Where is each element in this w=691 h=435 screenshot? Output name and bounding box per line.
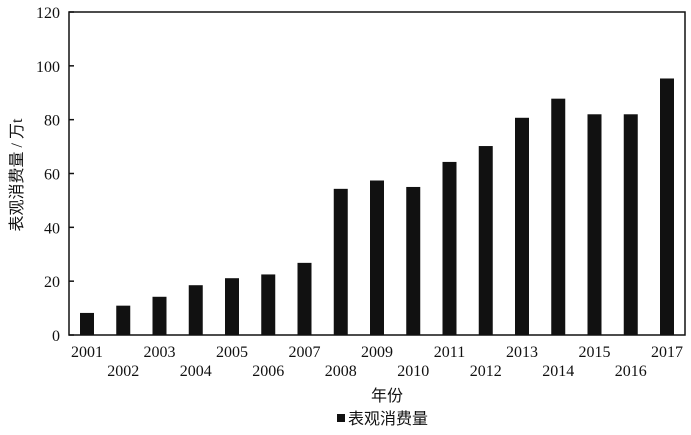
x-tick-label: 2015: [579, 344, 611, 361]
bar-2002: [116, 305, 131, 335]
y-tick-label: 40: [44, 220, 60, 237]
bar-2014: [551, 98, 566, 336]
y-tick-label: 80: [44, 113, 60, 130]
x-tick-label: 2011: [434, 344, 465, 361]
x-tick-label: 2003: [144, 344, 176, 361]
x-tick-label: 2008: [325, 363, 357, 380]
bar-2011: [442, 161, 457, 335]
x-tick-label: 2009: [361, 344, 393, 361]
bar-2015: [587, 114, 602, 336]
bar-2016: [623, 114, 638, 336]
legend-swatch: [337, 414, 345, 422]
y-tick-label: 120: [36, 5, 60, 22]
x-tick-label: 2006: [252, 363, 284, 380]
x-tick-label: 2005: [216, 344, 248, 361]
bar-2003: [152, 296, 167, 335]
bar-2012: [478, 146, 493, 335]
y-axis-label: 表观消费量 / 万t: [8, 118, 26, 231]
x-tick-label: 2010: [397, 363, 429, 380]
x-tick-label: 2012: [470, 363, 502, 380]
bar-2007: [297, 262, 312, 335]
y-tick-label: 60: [44, 167, 60, 184]
bar-2010: [406, 186, 421, 335]
x-tick-label: 2016: [615, 363, 647, 380]
bar-2004: [188, 285, 203, 335]
bar-2006: [261, 274, 276, 335]
y-tick-label: 20: [44, 274, 60, 291]
x-axis-label: 年份: [371, 387, 403, 405]
bar-2017: [660, 78, 674, 336]
x-tick-label: 2013: [506, 344, 538, 361]
bar-2009: [370, 180, 384, 335]
bar-2013: [515, 117, 529, 335]
bar-2005: [225, 278, 239, 335]
x-tick-label: 2017: [651, 344, 683, 361]
x-tick-label: 2004: [180, 363, 212, 380]
plot-frame: [68, 11, 686, 336]
x-tick-label: 2014: [542, 363, 574, 380]
legend-label: 表观消费量: [348, 410, 428, 428]
bar-2001: [80, 312, 94, 335]
x-tick-label: 2007: [289, 344, 321, 361]
x-tick-label: 2002: [107, 363, 139, 380]
bar-2008: [333, 188, 348, 335]
y-tick-label: 0: [52, 328, 60, 345]
legend: 表观消费量: [337, 410, 428, 428]
y-tick-label: 100: [36, 59, 60, 76]
x-tick-label: 2001: [71, 344, 103, 361]
